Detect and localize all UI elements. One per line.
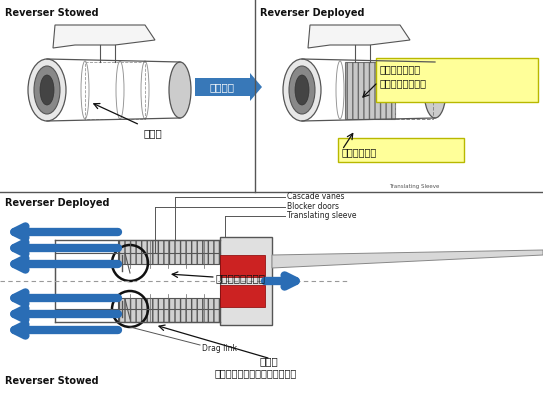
Ellipse shape — [424, 62, 446, 118]
Text: Drag link: Drag link — [202, 344, 237, 353]
Text: 反推打开: 反推打开 — [210, 82, 235, 92]
Ellipse shape — [283, 59, 321, 121]
Polygon shape — [272, 250, 543, 268]
Text: 露出反推导流叶栅: 露出反推导流叶栅 — [380, 78, 427, 88]
Text: Reverser Stowed: Reverser Stowed — [5, 376, 99, 386]
Text: 叶栅盖: 叶栅盖 — [143, 128, 162, 138]
Text: Translating Sleeve: Translating Sleeve — [389, 184, 439, 189]
Text: Reverser Stowed: Reverser Stowed — [5, 8, 99, 18]
Ellipse shape — [295, 75, 309, 105]
FancyBboxPatch shape — [376, 58, 538, 102]
FancyBboxPatch shape — [345, 62, 395, 119]
FancyBboxPatch shape — [220, 285, 265, 307]
FancyBboxPatch shape — [220, 237, 272, 325]
FancyBboxPatch shape — [338, 138, 464, 162]
Ellipse shape — [289, 66, 315, 114]
Text: Translating sleeve: Translating sleeve — [287, 210, 357, 219]
Ellipse shape — [40, 75, 54, 105]
Text: 阻流板: 阻流板 — [260, 356, 279, 366]
Ellipse shape — [28, 59, 66, 121]
Polygon shape — [308, 25, 410, 48]
FancyBboxPatch shape — [195, 78, 250, 96]
Text: Blocker doors: Blocker doors — [287, 201, 339, 210]
Polygon shape — [53, 25, 155, 48]
Text: Reverser Deployed: Reverser Deployed — [5, 198, 110, 208]
Polygon shape — [250, 73, 262, 101]
FancyBboxPatch shape — [118, 240, 220, 268]
Text: 反推导流叶栅: 反推导流叶栅 — [342, 147, 377, 157]
FancyBboxPatch shape — [220, 255, 265, 277]
FancyBboxPatch shape — [118, 294, 220, 322]
Text: Reverser Deployed: Reverser Deployed — [260, 8, 364, 18]
Text: 叶栅盖向后滑移: 叶栅盖向后滑移 — [380, 64, 421, 74]
Ellipse shape — [169, 62, 191, 118]
FancyBboxPatch shape — [55, 264, 220, 298]
Ellipse shape — [34, 66, 60, 114]
Text: 将外涵道气流导向反推导流叶栅: 将外涵道气流导向反推导流叶栅 — [215, 368, 297, 378]
Text: Cascade vanes: Cascade vanes — [287, 191, 344, 201]
Text: 内涵气流不受影响: 内涵气流不受影响 — [215, 273, 265, 283]
